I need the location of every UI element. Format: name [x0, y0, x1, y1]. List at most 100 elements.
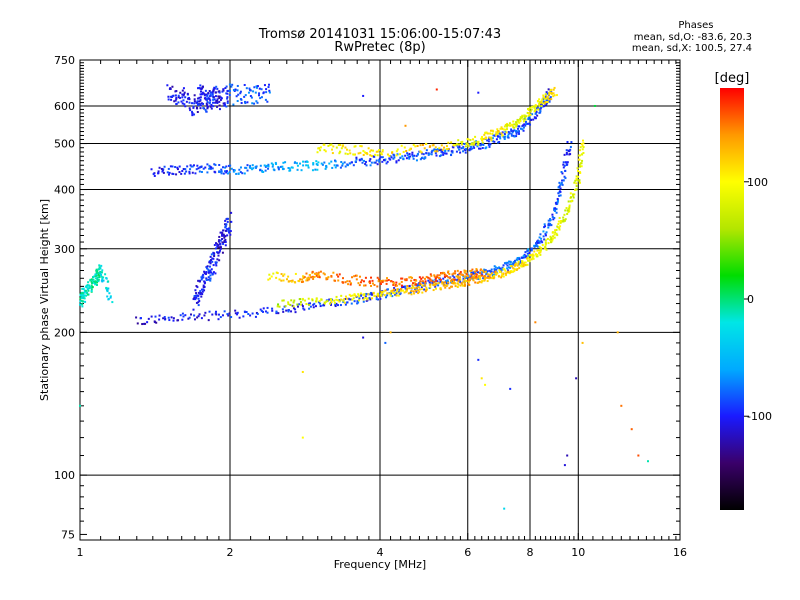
echo-point [181, 96, 184, 99]
echo-point [193, 94, 196, 97]
echo-point [221, 314, 224, 317]
echo-point [81, 305, 84, 308]
echo-point [220, 168, 223, 171]
echo-point [368, 296, 371, 299]
echo-point [302, 160, 305, 163]
echo-point [440, 154, 443, 157]
echo-point [212, 105, 215, 108]
echo-point [363, 151, 366, 154]
echo-point [433, 284, 436, 287]
echo-point [206, 265, 209, 268]
echo-point [492, 273, 495, 276]
echo-point [100, 273, 103, 276]
echo-point [270, 275, 273, 278]
echo-point [436, 148, 439, 151]
echo-point [301, 297, 304, 300]
echo-point [267, 278, 270, 281]
echo-point [338, 152, 341, 155]
echo-point [552, 92, 555, 95]
echo-point [402, 285, 405, 288]
echo-point [319, 149, 322, 152]
echo-point [507, 136, 510, 139]
echo-point [364, 295, 367, 298]
echo-point [450, 278, 453, 281]
echo-point [213, 255, 216, 258]
echo-point [430, 153, 433, 156]
echo-point [191, 102, 194, 105]
echo-point [553, 233, 556, 236]
echo-point [444, 280, 447, 283]
echo-point [488, 269, 491, 272]
echo-point [277, 167, 280, 170]
echo-point [216, 258, 219, 261]
echo-point [358, 284, 361, 287]
echo-point [226, 217, 229, 220]
echo-point [488, 277, 491, 280]
echo-point [508, 263, 511, 266]
echo-point [454, 282, 457, 285]
echo-point [153, 174, 156, 177]
echo-point [376, 150, 379, 153]
echo-point [330, 143, 333, 146]
echo-point [281, 168, 284, 171]
echo-point [180, 172, 183, 175]
echo-point [225, 223, 228, 226]
echo-point [395, 161, 398, 164]
echo-point [203, 94, 206, 97]
echo-point [541, 241, 544, 244]
echo-point [435, 154, 438, 157]
echo-point [471, 147, 474, 150]
echo-point [373, 284, 376, 287]
echo-point [365, 152, 368, 155]
echo-point [428, 152, 431, 155]
echo-point [532, 255, 535, 258]
echo-point [478, 147, 481, 150]
echo-point [527, 118, 530, 121]
echo-point [394, 288, 397, 291]
echo-point [287, 301, 290, 304]
echo-point [443, 273, 446, 276]
echo-point [528, 252, 531, 255]
echo-point [419, 144, 422, 147]
echo-point [194, 172, 197, 175]
echo-point [218, 95, 221, 98]
echo-point [453, 279, 456, 282]
echo-point [236, 99, 239, 102]
echo-point [532, 118, 535, 121]
echo-point [499, 133, 502, 136]
echo-point [482, 269, 485, 272]
echo-point [506, 261, 509, 264]
echo-point [456, 269, 459, 272]
echo-point [339, 304, 342, 307]
echo-point [559, 221, 562, 224]
echo-point [498, 266, 501, 269]
echo-point [541, 102, 544, 105]
echo-point [298, 298, 301, 301]
echo-point [263, 164, 266, 167]
echo-point [198, 299, 201, 302]
echo-point [564, 177, 567, 180]
echo-point [446, 279, 449, 282]
echo-point [300, 169, 303, 172]
echo-point [403, 291, 406, 294]
echo-point [244, 166, 247, 169]
echo-point [281, 165, 284, 168]
echo-point [373, 161, 376, 164]
echo-point [400, 144, 403, 147]
echo-point [218, 90, 221, 93]
echo-point [476, 271, 479, 274]
echo-point [235, 95, 238, 98]
echo-point [220, 97, 223, 100]
echo-point [434, 282, 437, 285]
echo-point [568, 153, 571, 156]
echo-point [362, 149, 365, 152]
echo-point [273, 169, 276, 172]
echo-point [318, 276, 321, 279]
echo-point [506, 122, 509, 125]
echo-point [404, 285, 407, 288]
echo-point [258, 92, 261, 95]
echo-point [552, 218, 555, 221]
echo-point [370, 154, 373, 157]
echo-point [516, 257, 519, 260]
echo-point [185, 170, 188, 173]
